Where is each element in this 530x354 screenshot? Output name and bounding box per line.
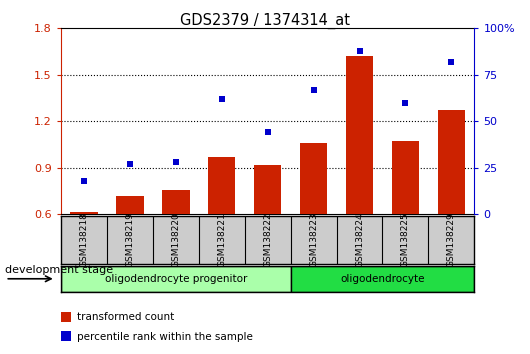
Text: percentile rank within the sample: percentile rank within the sample — [77, 332, 252, 342]
Point — [310, 87, 318, 92]
Bar — [300, 143, 328, 214]
Text: GSM138218: GSM138218 — [80, 212, 89, 267]
Bar — [438, 110, 465, 214]
Text: GSM138229: GSM138229 — [447, 212, 456, 267]
Text: GSM138220: GSM138220 — [171, 212, 180, 267]
Text: GSM138224: GSM138224 — [355, 212, 364, 267]
Point — [401, 100, 410, 105]
Text: development stage: development stage — [5, 265, 113, 275]
Bar — [208, 157, 235, 214]
Point — [447, 59, 456, 65]
Text: GDS2379 / 1374314_at: GDS2379 / 1374314_at — [180, 12, 350, 29]
Bar — [290, 266, 474, 292]
Point — [263, 130, 272, 135]
Text: oligodendrocyte: oligodendrocyte — [340, 274, 425, 284]
Bar — [346, 56, 373, 214]
Bar — [392, 141, 419, 214]
Bar — [61, 266, 290, 292]
Bar — [254, 165, 281, 214]
Text: GSM138223: GSM138223 — [309, 212, 318, 267]
Text: oligodendrocyte progenitor: oligodendrocyte progenitor — [104, 274, 247, 284]
Point — [172, 159, 180, 165]
Point — [355, 48, 364, 53]
Bar — [61, 331, 71, 341]
Text: GSM138225: GSM138225 — [401, 212, 410, 267]
Point — [217, 96, 226, 102]
Bar — [61, 312, 71, 322]
Text: GSM138222: GSM138222 — [263, 212, 272, 267]
Bar — [70, 212, 98, 214]
Text: GSM138219: GSM138219 — [126, 212, 134, 267]
Point — [80, 178, 88, 183]
Point — [126, 161, 134, 167]
Bar — [116, 195, 144, 214]
Bar — [162, 190, 190, 214]
Text: GSM138221: GSM138221 — [217, 212, 226, 267]
Text: transformed count: transformed count — [77, 312, 174, 322]
